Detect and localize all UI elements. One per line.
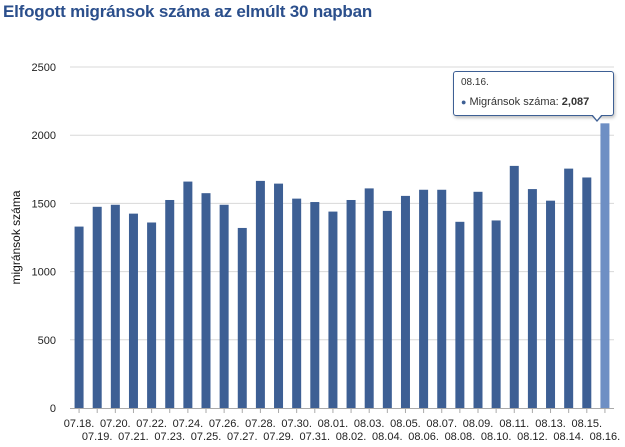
bar [509, 165, 519, 408]
x-tick-label: 07.30. [281, 418, 312, 430]
x-tick-label: 08.14. [553, 431, 584, 443]
y-axis-label: migránsok száma [9, 190, 23, 284]
series-dot-icon: ● [461, 97, 467, 107]
y-tick-label: 1500 [32, 198, 56, 210]
bar [201, 193, 211, 408]
bar [473, 191, 483, 408]
x-tick-label: 07.21. [118, 431, 149, 443]
x-tick-label: 07.24. [173, 418, 204, 430]
y-tick-label: 1000 [32, 267, 56, 279]
x-tick-label: 07.20. [100, 418, 131, 430]
x-tick-label: 07.29. [263, 431, 294, 443]
x-tick-label: 07.31. [300, 431, 331, 443]
bar [564, 168, 574, 408]
bar [74, 226, 84, 408]
bar [310, 202, 320, 408]
y-tick-label: 500 [38, 335, 56, 347]
x-tick-label: 08.16. [590, 431, 621, 443]
x-tick-label: 08.01. [318, 418, 349, 430]
x-tick-label: 07.22. [136, 418, 167, 430]
bar [364, 188, 374, 408]
x-tick-label: 07.27. [227, 431, 258, 443]
bar [128, 213, 138, 408]
bar [219, 204, 229, 408]
tooltip-date: 08.16. [461, 77, 489, 88]
x-tick-label: 08.03. [354, 418, 385, 430]
x-tick-label: 07.25. [191, 431, 222, 443]
x-tick-label: 08.11. [499, 418, 529, 430]
bar [400, 195, 410, 408]
tooltip-arrow-inner [592, 114, 602, 120]
x-tick-label: 07.26. [209, 418, 240, 430]
x-tick-label: 08.12. [517, 431, 548, 443]
tooltip-series-label: Migránsok száma: [469, 96, 559, 108]
x-tick-label: 08.10. [481, 431, 512, 443]
bar [237, 227, 247, 408]
x-tick-label: 07.28. [245, 418, 276, 430]
x-tick-label: 08.04. [372, 431, 403, 443]
bar [491, 220, 501, 408]
bar [274, 183, 284, 408]
bar [165, 199, 175, 408]
bar [110, 204, 120, 408]
tooltip-value: 2,087 [561, 96, 590, 108]
chart-tooltip: 08.16. ● Migránsok száma: 2,087 [453, 71, 614, 116]
x-tick-label: 08.06. [408, 431, 439, 443]
x-tick-label: 08.05. [390, 418, 421, 430]
bar [92, 206, 102, 408]
bar [419, 189, 429, 408]
bar [255, 180, 265, 408]
y-tick-label: 2500 [32, 62, 56, 74]
x-tick-label: 08.09. [463, 418, 494, 430]
x-tick-label: 07.19. [82, 431, 113, 443]
x-tick-label: 08.15. [572, 418, 603, 430]
bar [346, 199, 356, 408]
x-tick-label: 08.13. [535, 418, 566, 430]
bar [455, 221, 465, 408]
x-tick-label: 07.23. [154, 431, 185, 443]
x-tick-label: 08.02. [336, 431, 367, 443]
y-tick-label: 0 [50, 403, 56, 415]
bar [292, 198, 302, 408]
bar [183, 181, 193, 408]
bar [382, 210, 392, 408]
bar [527, 189, 537, 408]
chart-title: Elfogott migránsok száma az elmúlt 30 na… [3, 2, 373, 21]
bar [582, 177, 592, 408]
bar [328, 211, 338, 408]
bar [147, 222, 157, 408]
bar [437, 189, 447, 408]
x-tick-label: 07.18. [64, 418, 95, 430]
bar [600, 123, 610, 409]
x-tick-label: 08.08. [445, 431, 476, 443]
tooltip-line: ● Migránsok száma: 2,087 [461, 96, 589, 108]
y-tick-label: 2000 [32, 130, 56, 142]
x-tick-label: 08.07. [426, 418, 457, 430]
bar [546, 200, 556, 408]
